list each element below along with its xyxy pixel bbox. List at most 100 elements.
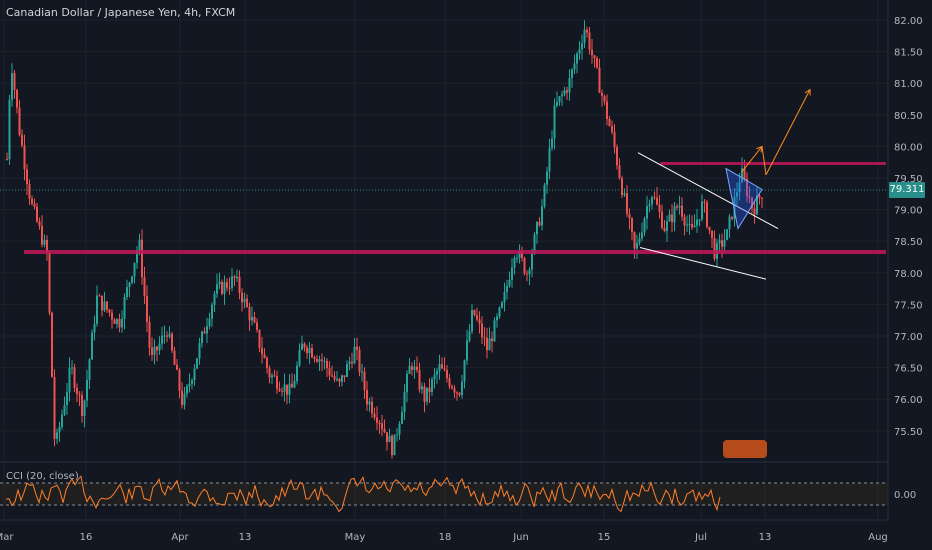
y-axis-tick-label: 81.00 — [894, 79, 923, 90]
candle-body — [113, 319, 116, 324]
candle-body — [11, 73, 13, 100]
candle-body — [443, 368, 446, 371]
candle-body — [333, 376, 336, 380]
candle-body — [583, 29, 586, 44]
candle-body — [118, 319, 121, 328]
candle-body — [551, 138, 553, 148]
candle-body — [98, 295, 101, 297]
candle-body — [208, 318, 211, 327]
candle-body — [508, 279, 511, 286]
candle-body — [53, 377, 56, 439]
candle-body — [58, 426, 61, 433]
candle-body — [458, 392, 461, 396]
candle-body — [591, 49, 593, 56]
candle-body — [411, 366, 413, 370]
candle-body — [203, 331, 206, 334]
candle-body — [236, 276, 238, 279]
candle-body — [758, 195, 761, 198]
candle-body — [451, 386, 453, 389]
y-axis-tick-label: 80.50 — [894, 111, 923, 122]
candle-body — [543, 184, 546, 207]
candle-body — [391, 436, 393, 456]
x-axis-tick-label: Apr — [171, 532, 189, 543]
candle-body — [366, 390, 368, 405]
candle-body — [198, 343, 201, 359]
candle-body — [181, 390, 183, 406]
candle-body — [491, 338, 493, 342]
candle-body — [328, 368, 331, 376]
y-axis-tick-label: 82.00 — [894, 16, 923, 27]
candle-body — [638, 238, 641, 244]
candle-body — [511, 267, 513, 280]
candle-body — [561, 94, 563, 97]
candle-body — [43, 239, 46, 245]
candle-body — [541, 206, 543, 226]
candle-body — [191, 380, 193, 384]
candle-body — [308, 347, 311, 354]
candle-body — [611, 126, 613, 132]
candle-body — [316, 358, 318, 362]
candle-body — [513, 257, 516, 268]
candle-body — [261, 347, 263, 355]
candle-body — [523, 258, 526, 274]
candle-body — [753, 208, 756, 215]
y-axis-tick-label: 77.50 — [894, 300, 923, 311]
candle-body — [38, 221, 41, 226]
candle-body — [596, 58, 598, 68]
candle-body — [376, 417, 378, 423]
candle-body — [353, 346, 356, 364]
candle-body — [386, 432, 388, 443]
candle-body — [73, 367, 76, 389]
candle-body — [63, 405, 66, 415]
candle-body — [161, 335, 163, 344]
candle-body — [601, 92, 603, 96]
candle-body — [618, 165, 621, 179]
candle-body — [431, 379, 433, 392]
candle-body — [306, 347, 308, 354]
candle-body — [146, 296, 148, 322]
y-axis-tick-label: 76.00 — [894, 395, 923, 406]
candle-body — [343, 375, 346, 377]
candle-body — [138, 239, 141, 251]
candle-body — [371, 401, 373, 414]
candle-body — [143, 277, 146, 297]
candle-body — [476, 315, 478, 320]
candle-body — [538, 221, 541, 226]
x-axis-tick-label: Jul — [694, 532, 707, 543]
candle-body — [613, 131, 616, 148]
candle-body — [166, 335, 168, 337]
candle-body — [461, 381, 463, 396]
candle-body — [301, 343, 303, 350]
candle-body — [446, 370, 448, 379]
candle-body — [628, 213, 631, 219]
candle-body — [216, 284, 218, 294]
candle-body — [531, 253, 533, 270]
candle-body — [121, 318, 123, 328]
candle-body — [526, 273, 528, 275]
candle-body — [36, 206, 38, 222]
candle-body — [351, 361, 353, 364]
candle-body — [326, 360, 328, 369]
candle-body — [348, 361, 351, 365]
candle-body — [581, 43, 583, 50]
candle-body — [473, 310, 476, 316]
candle-body — [56, 432, 58, 439]
candle-body — [398, 423, 401, 435]
candle-body — [416, 366, 418, 371]
x-axis-tick-label: 15 — [598, 532, 611, 543]
candle-body — [563, 90, 566, 95]
candle-body — [403, 392, 406, 412]
candle-body — [761, 197, 763, 199]
candle-body — [733, 196, 736, 219]
candle-body — [51, 312, 53, 378]
candle-body — [48, 252, 51, 313]
candle-body — [61, 414, 63, 427]
cci-indicator-label[interactable]: CCI (20, close) — [6, 471, 79, 482]
candle-body — [426, 387, 428, 402]
candle-body — [658, 204, 661, 212]
candle-body — [696, 219, 698, 226]
candle-body — [528, 269, 531, 275]
candle-body — [86, 380, 88, 401]
y-axis-tick-label: 78.00 — [894, 269, 923, 280]
